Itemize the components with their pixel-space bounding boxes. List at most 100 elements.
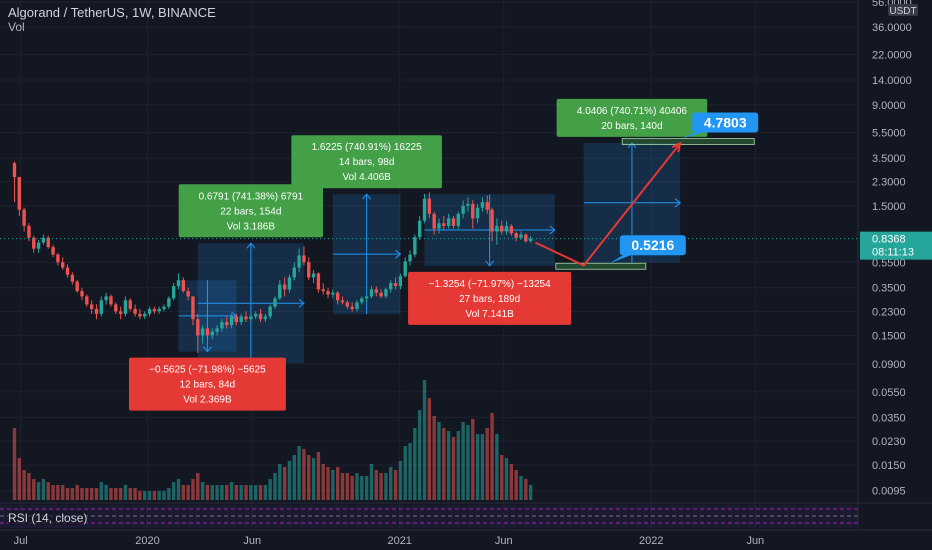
last-price-value: 0.8368 xyxy=(872,234,906,246)
candle-body xyxy=(104,296,108,301)
candle-body xyxy=(12,163,17,178)
price-tick: 36.0000 xyxy=(872,22,912,34)
volume-bar xyxy=(514,470,518,500)
candle-body xyxy=(374,289,378,293)
volume-bar xyxy=(94,488,99,500)
volume-bar xyxy=(176,479,181,500)
candle-body xyxy=(480,202,485,208)
volume-bar xyxy=(282,467,287,500)
volume-bar xyxy=(528,485,533,500)
measure-label-text: Vol 7.141B xyxy=(465,309,514,320)
volume-bar xyxy=(384,473,388,500)
candle-body xyxy=(524,234,528,242)
candle-body xyxy=(152,308,157,312)
volume-bar xyxy=(471,419,475,500)
candle-body xyxy=(297,255,301,268)
volume-bar xyxy=(157,491,161,500)
measure-label-bg xyxy=(178,184,324,238)
currency-badge xyxy=(888,4,918,16)
measure-label-text: Vol 2.369B xyxy=(183,395,232,406)
volume-bar xyxy=(17,458,21,500)
candle-body xyxy=(196,319,200,336)
candle-body xyxy=(41,237,46,243)
volume-bar xyxy=(70,488,75,500)
time-tick: 2022 xyxy=(639,535,663,547)
rsi-pane xyxy=(0,502,932,528)
candle-body xyxy=(186,291,190,297)
volume-bar xyxy=(379,473,383,500)
candle-body xyxy=(157,308,161,312)
volume-bar xyxy=(393,470,398,500)
volume-bar xyxy=(311,458,316,500)
target-zone xyxy=(555,262,647,270)
measure-label-up: 4.0406 (740.71%) 40406 20 bars, 140d xyxy=(556,98,708,137)
volume-bar xyxy=(138,491,142,500)
candle-body xyxy=(176,280,181,287)
volume-bar xyxy=(133,488,137,500)
projection-arrowhead xyxy=(671,141,682,153)
volume-bar xyxy=(123,485,128,500)
volume-bar xyxy=(215,485,219,500)
price-tick: 2.3000 xyxy=(872,177,906,189)
candle-body xyxy=(65,267,70,275)
time-tick: Jun xyxy=(746,535,764,547)
candle-body xyxy=(316,273,321,290)
candle-body xyxy=(89,304,94,309)
volume-bar xyxy=(75,485,79,500)
candle-body xyxy=(80,291,84,297)
candle-body xyxy=(471,203,475,219)
candle-body xyxy=(17,177,21,210)
price-tick: 14.0000 xyxy=(872,75,912,87)
target-value: 4.7803 xyxy=(704,115,747,131)
volume-bar xyxy=(152,491,157,500)
candle-body xyxy=(495,225,499,232)
volume-bar xyxy=(258,485,263,500)
candle-body xyxy=(437,223,441,229)
candle-body xyxy=(389,283,393,290)
volume-bars xyxy=(12,380,533,500)
measure-arrow-h xyxy=(395,249,402,259)
volume-bar xyxy=(143,491,147,500)
volume-bar xyxy=(22,470,26,500)
volume-bar xyxy=(104,485,108,500)
volume-bar xyxy=(461,422,465,500)
candle-body xyxy=(292,267,296,278)
candle-body xyxy=(143,313,147,317)
volume-bar xyxy=(364,476,369,500)
measure-arrow-v xyxy=(246,242,256,249)
candle-body xyxy=(109,296,113,305)
candle-body xyxy=(311,273,316,278)
measure-arrow-v xyxy=(203,346,212,353)
candle-body xyxy=(220,322,224,329)
candle-body xyxy=(181,280,186,292)
volume-bar xyxy=(350,476,354,500)
candle-body xyxy=(307,262,311,278)
measure-label-text: 1.6225 (740.91%) 16225 xyxy=(312,142,423,153)
candle-body xyxy=(171,286,176,299)
volume-bar xyxy=(61,485,65,500)
volume-bar xyxy=(398,461,403,500)
candle-body xyxy=(442,223,446,226)
volume-bar xyxy=(321,464,325,500)
candle-body xyxy=(321,289,325,292)
candle-body xyxy=(118,311,123,314)
volume-bar xyxy=(490,413,494,500)
candle-body xyxy=(263,316,268,320)
measure-label-bg xyxy=(556,98,708,137)
volume-bar xyxy=(316,452,321,500)
candle-body xyxy=(350,306,354,309)
candle-body xyxy=(51,247,55,255)
symbol-title: Algorand / TetherUS, 1W, BINANCE xyxy=(8,5,216,20)
volume-bar xyxy=(162,491,166,500)
countdown-value: 08:11:13 xyxy=(872,247,914,259)
candle-body xyxy=(509,225,514,234)
measure-label-up: 1.6225 (740.91%) 16225 14 bars, 98d Vol 4.… xyxy=(291,135,442,189)
measure-label-text: −0.5625 (−71.98%) −5625 xyxy=(149,365,266,376)
price-tick: 0.0150 xyxy=(872,460,906,472)
candle-body xyxy=(278,284,282,299)
time-tick: Jun xyxy=(243,535,261,547)
measure-label-text: −1.3254 (−71.97%) −13254 xyxy=(429,279,551,290)
volume-bar xyxy=(345,473,350,500)
price-tick: 0.0900 xyxy=(872,359,906,371)
